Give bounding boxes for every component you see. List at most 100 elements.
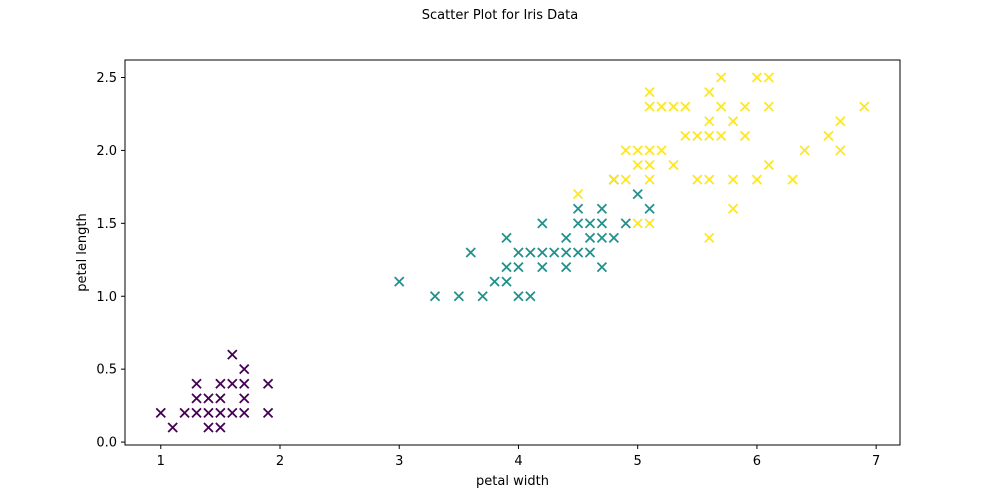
data-point-marker xyxy=(692,174,703,185)
y-tick-label: 2.0 xyxy=(96,144,117,159)
data-point-marker xyxy=(537,218,548,229)
data-point-marker xyxy=(644,174,655,185)
data-point-marker xyxy=(453,291,464,302)
data-point-marker xyxy=(727,203,739,214)
data-point-marker xyxy=(716,130,727,141)
data-point-marker xyxy=(513,247,524,258)
data-point-marker xyxy=(572,247,584,258)
data-point-marker xyxy=(262,407,274,419)
data-point-marker xyxy=(704,116,715,127)
data-point-marker xyxy=(203,422,214,433)
data-point-marker xyxy=(716,72,727,83)
data-point-marker xyxy=(763,159,774,171)
data-point-marker xyxy=(644,86,655,98)
data-point-marker xyxy=(596,203,608,214)
data-point-marker xyxy=(394,276,405,287)
data-point-marker xyxy=(537,247,548,258)
data-point-marker xyxy=(215,393,226,404)
data-point-marker xyxy=(763,72,774,83)
data-point-marker xyxy=(704,86,715,98)
data-point-marker xyxy=(561,232,572,244)
data-point-marker xyxy=(739,101,751,112)
data-point-marker xyxy=(644,101,655,112)
y-tick-label: 2.5 xyxy=(96,71,117,86)
data-point-marker xyxy=(668,159,679,171)
data-point-marker xyxy=(525,291,536,302)
data-point-marker xyxy=(513,291,524,302)
data-point-marker xyxy=(572,189,584,200)
data-point-marker xyxy=(680,130,691,141)
data-point-marker xyxy=(501,276,512,287)
x-tick-label: 7 xyxy=(872,454,880,469)
data-point-marker xyxy=(191,393,202,404)
data-point-marker xyxy=(227,407,238,419)
data-point-marker xyxy=(239,378,250,389)
data-point-marker xyxy=(620,218,631,229)
data-point-marker xyxy=(561,247,572,258)
data-point-marker xyxy=(644,159,655,171)
data-point-marker xyxy=(632,145,643,156)
data-point-marker xyxy=(620,145,631,156)
x-tick-label: 1 xyxy=(157,454,165,469)
data-point-marker xyxy=(203,407,214,419)
y-axis-label: petal length xyxy=(75,213,90,292)
plot-frame xyxy=(124,59,901,446)
data-point-marker xyxy=(262,378,274,389)
data-point-marker xyxy=(644,203,655,214)
data-point-marker xyxy=(823,130,834,141)
data-point-marker xyxy=(596,232,608,244)
data-point-marker xyxy=(668,101,679,112)
data-point-marker xyxy=(239,407,250,419)
data-point-marker xyxy=(215,422,226,433)
data-point-marker xyxy=(489,276,500,287)
data-point-marker xyxy=(751,174,763,185)
data-point-marker xyxy=(513,261,524,273)
data-point-marker xyxy=(704,174,715,185)
data-point-marker xyxy=(549,247,560,258)
data-point-marker xyxy=(799,145,810,156)
data-point-marker xyxy=(239,393,250,404)
data-point-marker xyxy=(215,407,226,419)
y-tick-label: 1.5 xyxy=(96,217,117,232)
data-point-marker xyxy=(704,130,715,141)
data-point-marker xyxy=(787,174,798,185)
data-point-marker xyxy=(227,349,238,360)
x-tick-label: 5 xyxy=(634,454,642,469)
data-point-marker xyxy=(632,189,643,200)
x-tick-label: 6 xyxy=(753,454,761,469)
data-point-marker xyxy=(572,203,584,214)
x-tick-label: 3 xyxy=(395,454,403,469)
data-point-marker xyxy=(644,218,655,229)
data-point-marker xyxy=(704,232,715,244)
data-point-marker xyxy=(751,72,763,83)
data-point-marker xyxy=(584,232,596,244)
data-point-marker xyxy=(692,130,703,141)
x-tick-label: 2 xyxy=(276,454,284,469)
data-point-marker xyxy=(632,218,643,229)
data-point-marker xyxy=(465,247,476,258)
data-point-marker xyxy=(584,247,596,258)
data-point-marker xyxy=(680,101,691,112)
data-point-marker xyxy=(608,174,619,185)
data-point-marker xyxy=(191,407,202,419)
data-point-marker xyxy=(644,145,655,156)
data-point-marker xyxy=(584,218,596,229)
data-point-marker xyxy=(572,218,584,229)
data-point-marker xyxy=(739,130,751,141)
data-point-marker xyxy=(716,101,727,112)
data-point-marker xyxy=(835,145,846,156)
y-tick-label: 0.5 xyxy=(96,363,117,378)
data-point-marker xyxy=(501,261,512,273)
x-axis-label: petal width xyxy=(476,474,549,489)
data-point-marker xyxy=(596,261,608,273)
y-tick-label: 1.0 xyxy=(96,290,117,305)
data-point-marker xyxy=(727,116,739,127)
data-point-marker xyxy=(561,261,572,273)
data-point-marker xyxy=(763,101,774,112)
x-tick-label: 4 xyxy=(514,454,522,469)
axis-ticks: 1 2 3 4 5 6 7 0.0 0.5 1.0 1.5 2.0 2.5 xyxy=(96,71,880,469)
data-point-marker xyxy=(167,422,178,433)
data-point-marker xyxy=(239,364,250,375)
